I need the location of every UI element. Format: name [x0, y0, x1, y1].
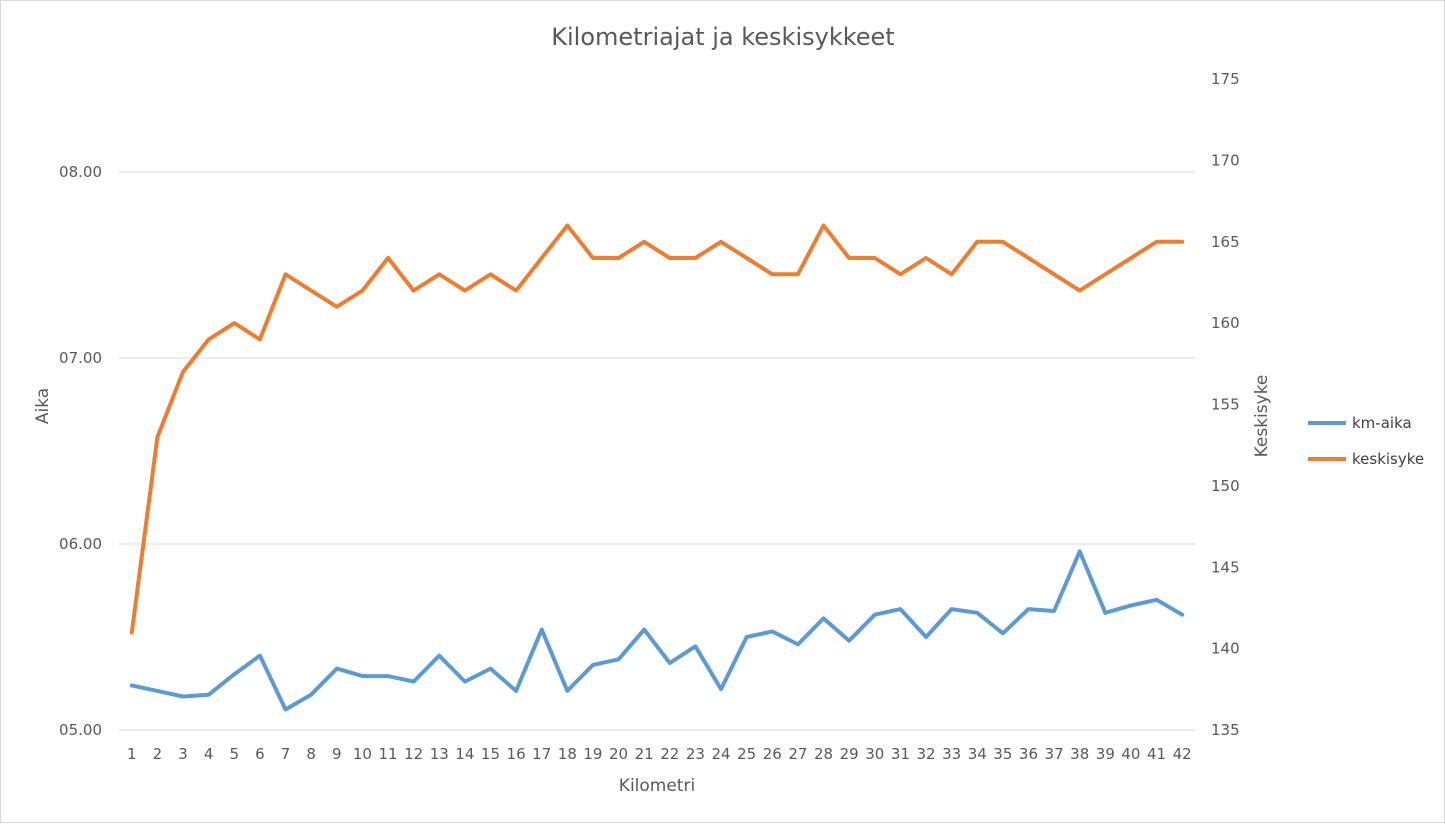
right-axis-title: Keskisyke: [1252, 375, 1272, 458]
y2-tick-label: 160: [1211, 314, 1240, 332]
x-tick-label: 23: [686, 745, 705, 763]
x-tick-label: 10: [353, 745, 372, 763]
x-tick-label: 7: [281, 745, 291, 763]
x-tick-label: 16: [507, 745, 526, 763]
x-tick-label: 19: [583, 745, 602, 763]
series-line-km-aika: [129, 549, 1185, 712]
x-tick-label: 15: [481, 745, 500, 763]
y2-tick-label: 135: [1211, 721, 1240, 739]
x-tick-label: 35: [993, 745, 1012, 763]
x-tick-label: 42: [1173, 745, 1192, 763]
legend-label: keskisyke: [1352, 450, 1424, 468]
x-tick-label: 36: [1019, 745, 1038, 763]
right-axis-ticks: 135 140 145 150 155 160 165 170 175: [1211, 70, 1240, 739]
chart-title: Kilometriajat ja keskisykkeet: [551, 23, 894, 51]
x-axis-title: Kilometri: [619, 776, 695, 796]
x-tick-label: 40: [1121, 745, 1140, 763]
x-tick-label: 20: [609, 745, 628, 763]
x-tick-label: 26: [763, 745, 782, 763]
x-tick-label: 31: [891, 745, 910, 763]
x-tick-label: 14: [455, 745, 474, 763]
x-tick-label: 41: [1147, 745, 1166, 763]
x-tick-label: 5: [230, 745, 240, 763]
gridlines: [119, 171, 1195, 731]
x-tick-label: 25: [737, 745, 756, 763]
x-tick-label: 27: [788, 745, 807, 763]
x-tick-label: 8: [306, 745, 316, 763]
x-tick-label: 13: [430, 745, 449, 763]
x-tick-label: 9: [332, 745, 342, 763]
y-tick-label: 05.00: [59, 721, 102, 739]
left-axis-ticks: 05.00 06.00 07.00 08.00: [59, 163, 102, 739]
x-tick-label: 37: [1045, 745, 1064, 763]
series-line-keskisyke: [129, 223, 1185, 635]
y2-tick-label: 175: [1211, 70, 1240, 88]
series-lines: [129, 223, 1185, 712]
x-tick-label: 39: [1096, 745, 1115, 763]
x-tick-label: 28: [814, 745, 833, 763]
y-tick-label: 07.00: [59, 349, 102, 367]
x-tick-label: 38: [1070, 745, 1089, 763]
y2-tick-label: 150: [1211, 477, 1240, 495]
y2-tick-label: 140: [1211, 640, 1240, 658]
y2-tick-label: 145: [1211, 558, 1240, 576]
x-tick-label: 30: [865, 745, 884, 763]
x-tick-label: 18: [558, 745, 577, 763]
legend-label: km-aika: [1352, 414, 1412, 432]
x-tick-label: 34: [968, 745, 987, 763]
x-tick-label: 29: [840, 745, 859, 763]
y2-tick-label: 165: [1211, 233, 1240, 251]
x-tick-label: 1: [127, 745, 137, 763]
x-tick-label: 22: [660, 745, 679, 763]
x-tick-label: 24: [712, 745, 731, 763]
x-tick-label: 4: [204, 745, 214, 763]
left-axis-title: Aika: [33, 388, 53, 424]
x-tick-label: 33: [942, 745, 961, 763]
x-tick-label: 11: [378, 745, 397, 763]
x-tick-label: 6: [255, 745, 265, 763]
x-tick-label: 17: [532, 745, 551, 763]
y-tick-label: 08.00: [59, 163, 102, 181]
x-axis-ticks: 1 2 3 4 5 6 7 8 9 10 11 12 13 14 15 16 17 18 19 20 21 22 23 24 2…: [127, 745, 1192, 763]
y2-tick-label: 155: [1211, 396, 1240, 414]
legend: km-aika keskisyke: [1308, 414, 1424, 468]
x-tick-label: 32: [916, 745, 935, 763]
y2-tick-label: 170: [1211, 151, 1240, 169]
x-tick-label: 12: [404, 745, 423, 763]
x-tick-label: 2: [153, 745, 163, 763]
y-tick-label: 06.00: [59, 535, 102, 553]
x-tick-label: 21: [635, 745, 654, 763]
x-tick-label: 3: [178, 745, 188, 763]
